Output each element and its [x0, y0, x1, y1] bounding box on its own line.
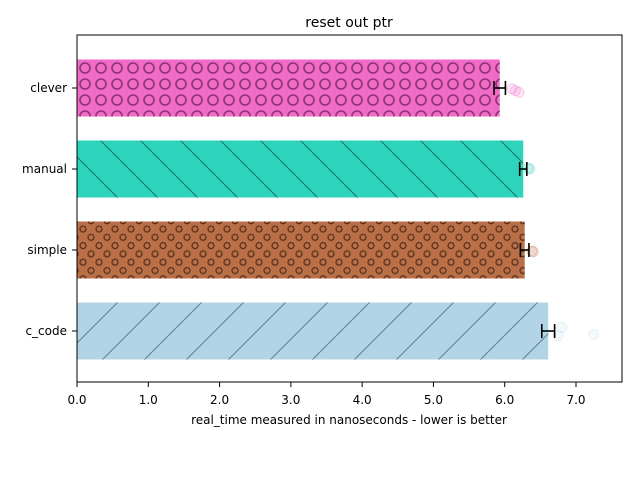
- y-tick-label: c_code: [25, 324, 67, 338]
- outlier-point: [552, 330, 564, 342]
- error-bar-simple: [519, 243, 530, 257]
- outlier-point: [513, 86, 525, 98]
- error-bar-manual: [518, 162, 528, 176]
- y-tick-label: simple: [27, 243, 67, 257]
- bar-hatch-clever: [77, 59, 500, 117]
- x-axis-label: real_time measured in nanoseconds - lowe…: [191, 413, 507, 427]
- chart-title: reset out ptr: [305, 15, 393, 31]
- x-tick-label: 2.0: [210, 393, 229, 407]
- y-tick-label: manual: [22, 162, 67, 176]
- bar-hatch-manual: [77, 140, 524, 198]
- y-tick-label: clever: [30, 81, 67, 95]
- x-tick-label: 7.0: [566, 393, 585, 407]
- x-tick-label: 4.0: [353, 393, 372, 407]
- plot-frame: [76, 34, 623, 383]
- outlier-point: [509, 85, 521, 97]
- x-tick-label: 0.0: [67, 393, 86, 407]
- bar-hatch-simple: [77, 221, 525, 279]
- x-tick-label: 3.0: [281, 393, 300, 407]
- outlier-point: [506, 83, 518, 95]
- outlier-point: [588, 328, 600, 340]
- x-tick-label: 6.0: [495, 393, 514, 407]
- error-bar-c_code: [540, 324, 556, 338]
- bar-hatch-c_code: [77, 302, 549, 360]
- x-tick-label: 1.0: [139, 393, 158, 407]
- error-bar-clever: [493, 81, 507, 95]
- outlier-point: [556, 322, 568, 334]
- x-tick-label: 5.0: [424, 393, 443, 407]
